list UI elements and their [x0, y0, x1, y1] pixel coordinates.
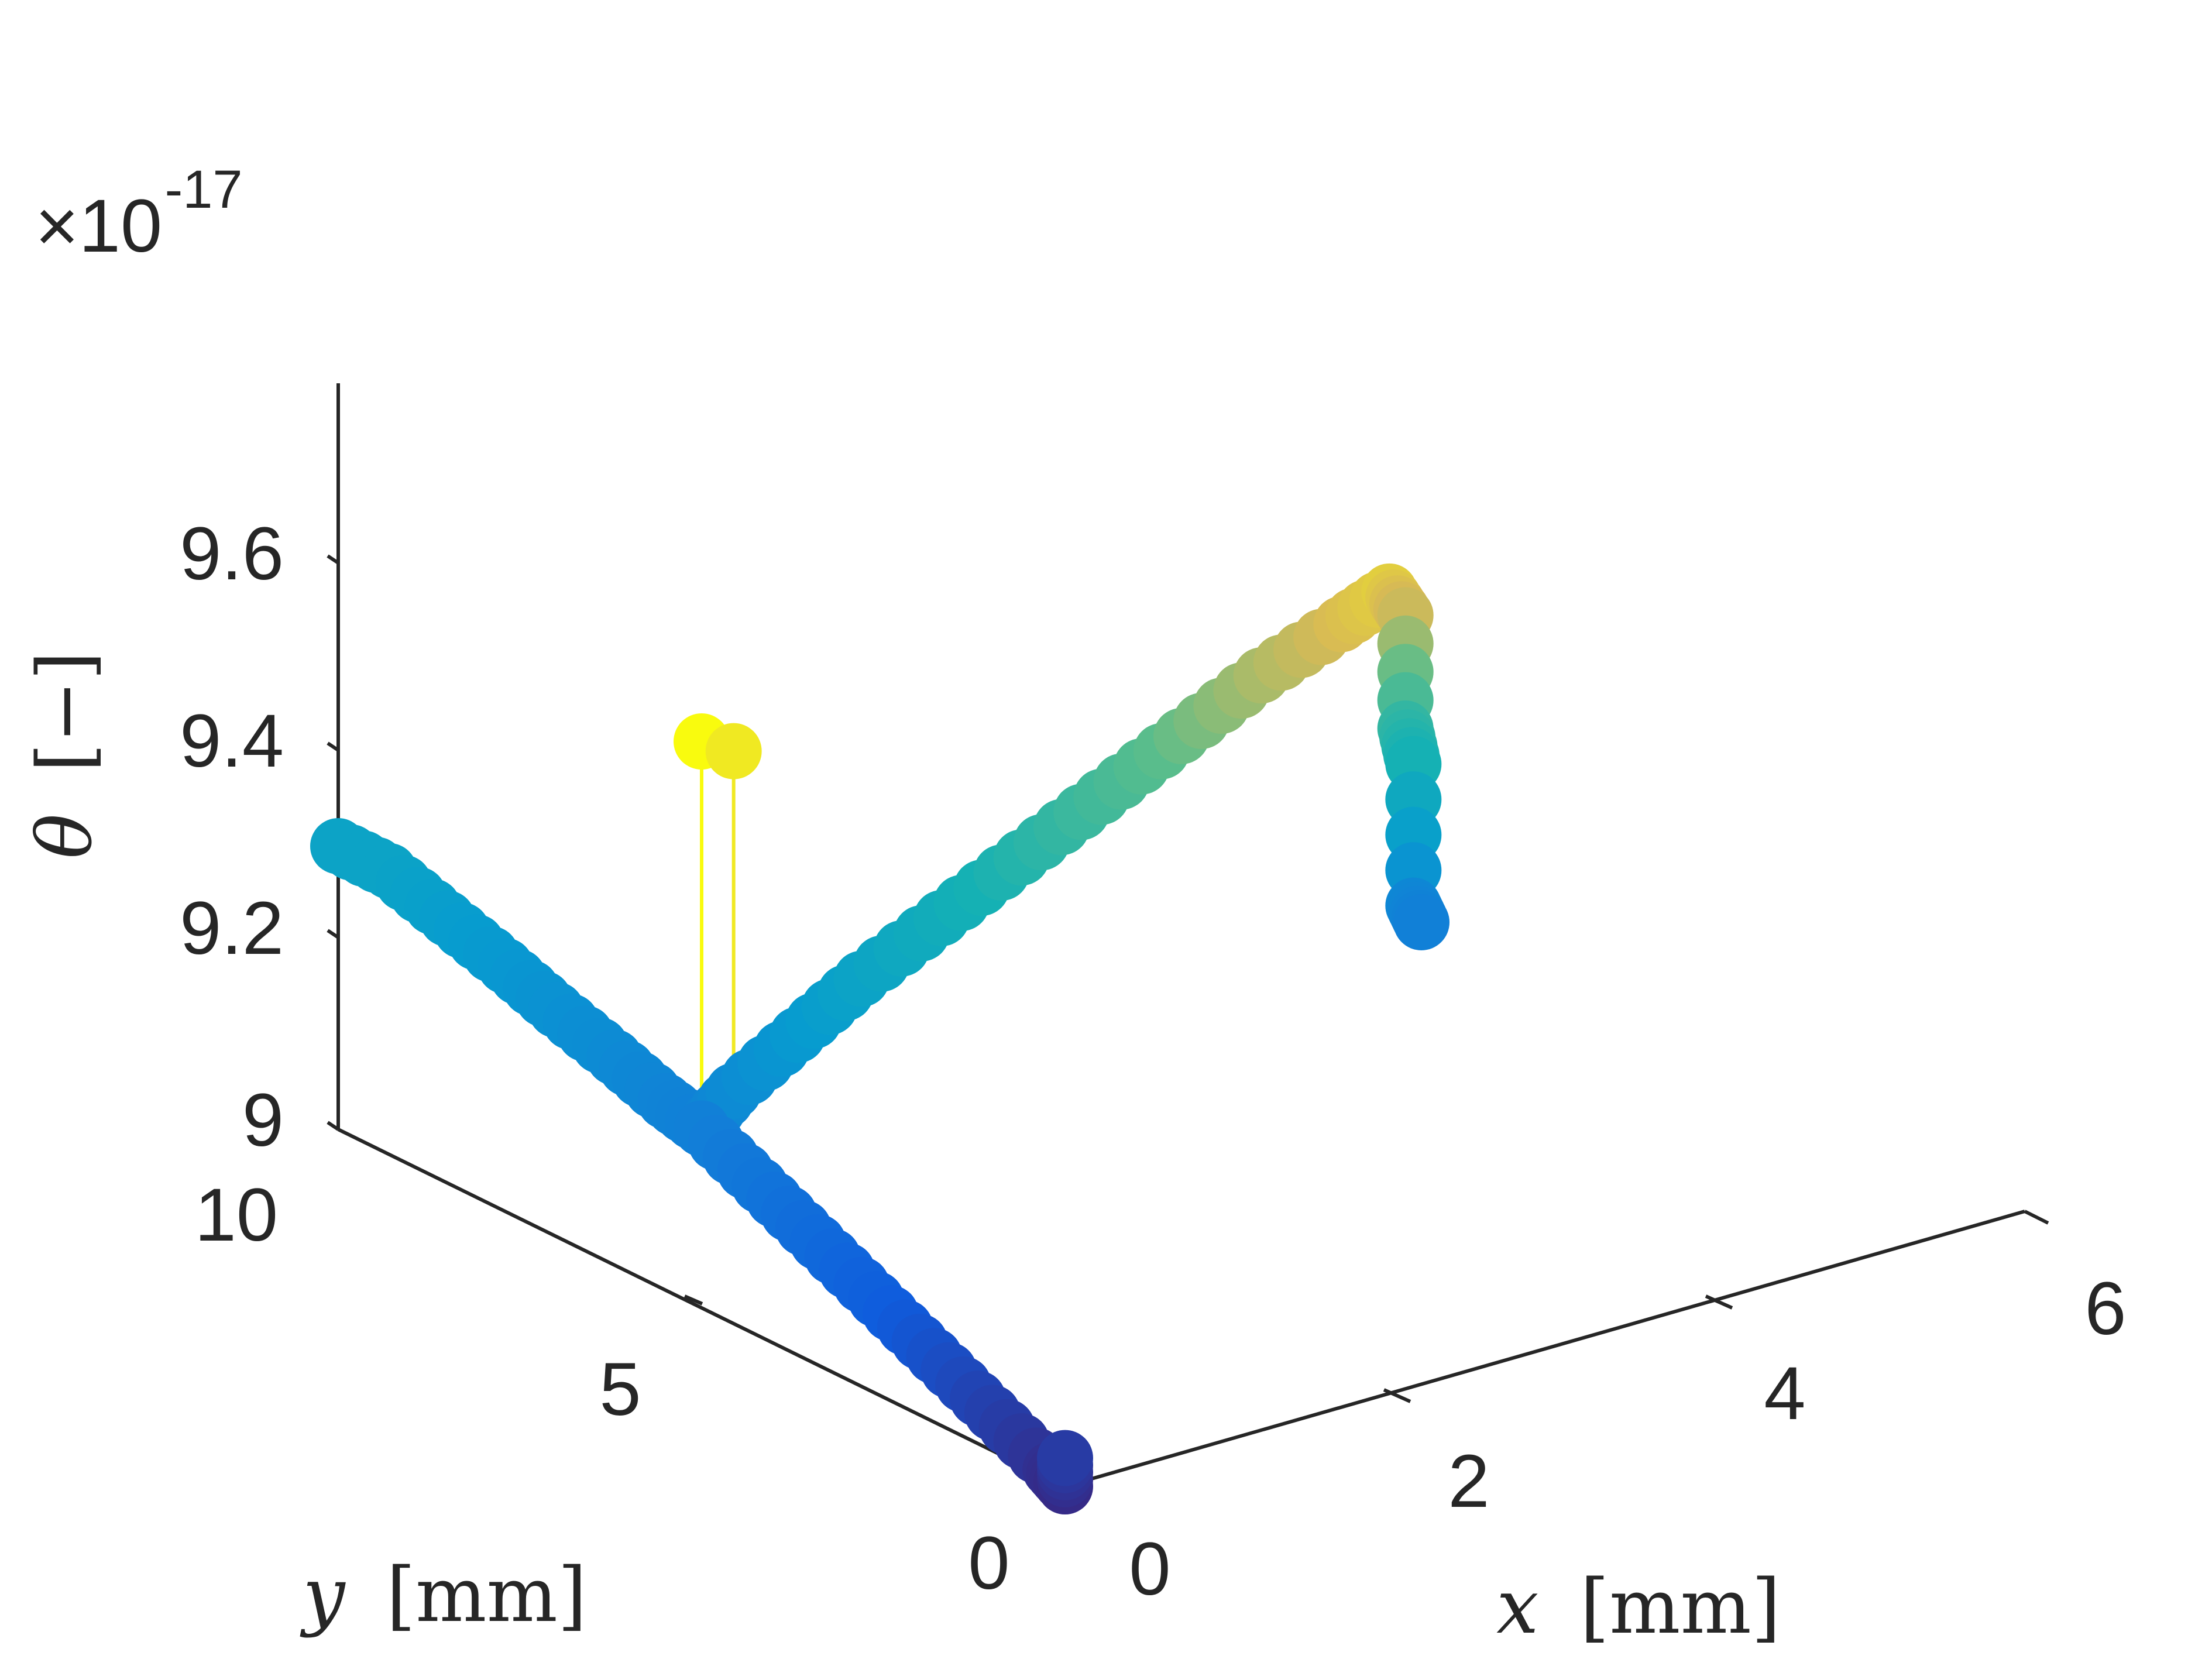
z-axis-unit: [−]	[22, 651, 109, 772]
x-axis-title: x [mm]	[1496, 1564, 1781, 1651]
x-tick-6	[2024, 1210, 2049, 1225]
exponent-power: -17	[165, 160, 243, 219]
z-tick-label-9.2: 9.2	[180, 887, 284, 970]
exponent-multiplier: ×10 -17	[35, 160, 243, 268]
data-point-path-88	[1393, 894, 1450, 950]
svg-text:θ [−]: θ [−]	[22, 651, 109, 859]
x-axis-unit: [mm]	[1580, 1564, 1781, 1651]
data-point-spikes-1	[705, 723, 762, 779]
x-tick-4	[1705, 1294, 1733, 1310]
connector-lines	[337, 590, 1423, 1488]
x-tick-label-0: 0	[1129, 1527, 1170, 1611]
y-tick-label-10: 10	[195, 1173, 278, 1257]
exponent-base: ×10	[35, 184, 162, 268]
y-tick-label-5: 5	[599, 1348, 641, 1431]
x-tick-label-4: 4	[1764, 1352, 1805, 1435]
tick-labels: 9.6 9.4 9.2 9 10 5 0 0 2 4 6	[180, 512, 2127, 1611]
x-axis-symbol: x	[1496, 1564, 1538, 1651]
x-axis-line	[1064, 1210, 2025, 1488]
y-axis-unit: [mm]	[386, 1552, 587, 1639]
y-tick-5	[683, 1294, 703, 1306]
z-axis-symbol: θ	[22, 813, 109, 858]
x-tick-2	[1383, 1388, 1411, 1403]
z-tick-9.4	[327, 741, 339, 752]
y-tick-label-0: 0	[968, 1521, 1009, 1605]
axis-titles: θ [−] y [mm] x [mm] ×10 -17	[22, 160, 1781, 1651]
z-tick-9.2	[327, 929, 339, 939]
y-axis-title: y [mm]	[300, 1552, 587, 1639]
z-tick-label-9.4: 9.4	[180, 699, 284, 783]
data-points	[310, 563, 1450, 1514]
z-tick-9.6	[327, 554, 339, 565]
x-tick-label-6: 6	[2084, 1267, 2126, 1351]
z-tick-9	[327, 1121, 339, 1131]
axes-lines	[336, 383, 2025, 1488]
y-axis-symbol: y	[300, 1552, 346, 1639]
x-tick-label-2: 2	[1448, 1440, 1489, 1523]
z-tick-label-9: 9	[242, 1078, 284, 1162]
z-tick-label-9.6: 9.6	[180, 512, 284, 596]
y-axis-line	[337, 1128, 1066, 1488]
data-point-front-branch-32	[1037, 1430, 1093, 1486]
z-axis-title: θ [−]	[22, 651, 109, 859]
